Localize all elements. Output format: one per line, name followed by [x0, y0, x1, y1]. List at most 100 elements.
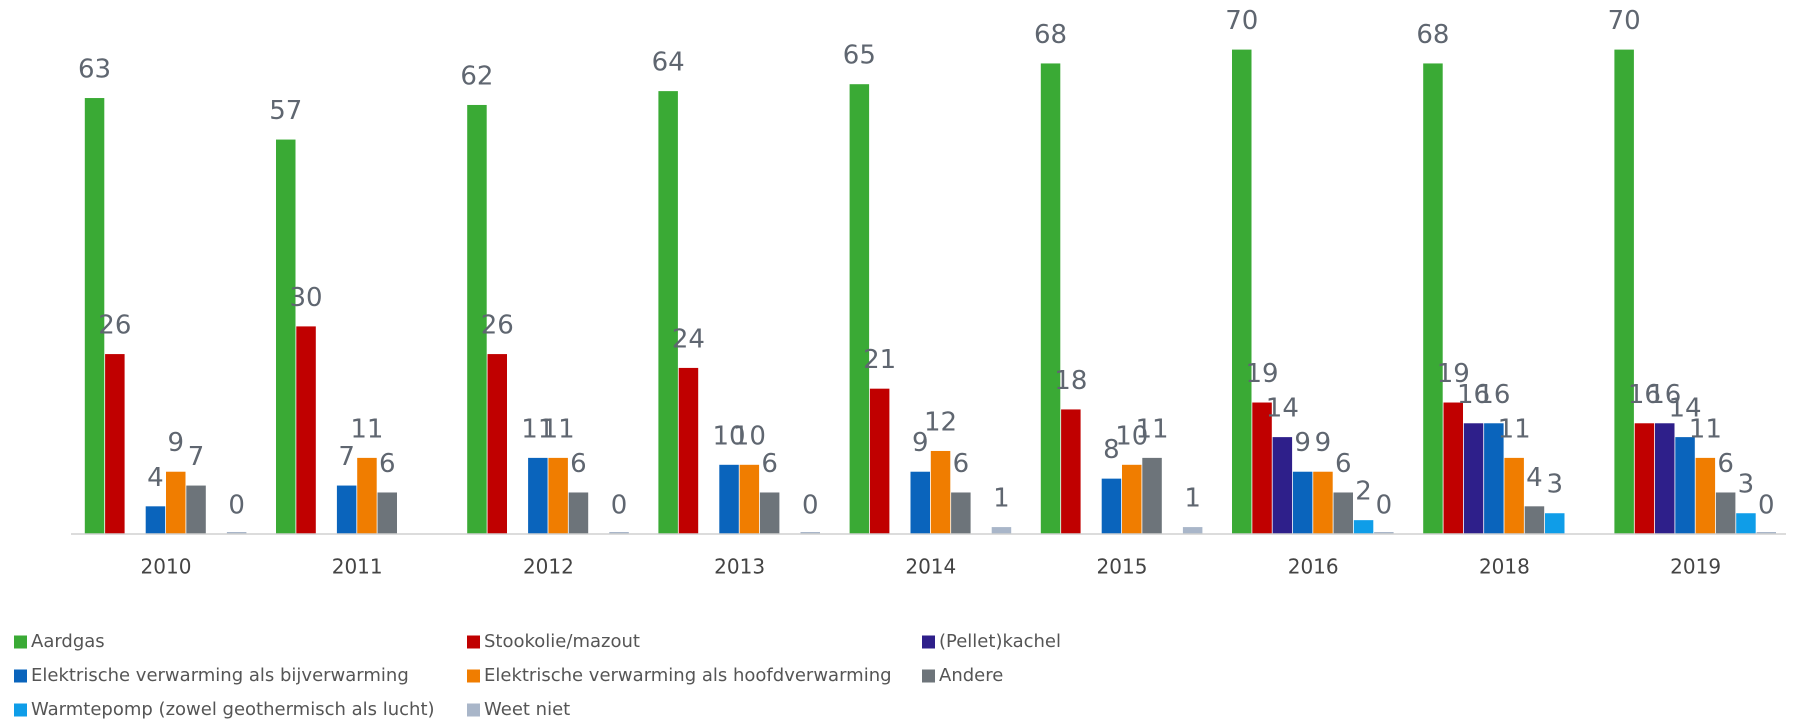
bar: [276, 139, 296, 534]
bar: [1756, 532, 1776, 534]
bar: [1272, 437, 1293, 534]
legend-label: (Pellet)kachel: [939, 631, 1061, 652]
x-tick-label: 2011: [332, 555, 383, 579]
legend-swatch: [467, 669, 480, 683]
value-label: 16: [1628, 380, 1661, 410]
bar: [1423, 63, 1443, 534]
value-label: 4: [147, 463, 164, 493]
value-label: 65: [843, 41, 876, 71]
bar: [1634, 423, 1655, 534]
bar: [1463, 423, 1484, 534]
bar: [377, 492, 397, 534]
bar: [84, 98, 105, 534]
value-label: 24: [672, 324, 705, 354]
value-label: 11: [542, 414, 575, 444]
value-label: 26: [481, 311, 514, 341]
bar: [1122, 464, 1142, 534]
value-label: 0: [611, 491, 628, 521]
bar: [336, 485, 357, 534]
value-label: 21: [863, 345, 896, 375]
bar: [1504, 457, 1524, 534]
bar: [930, 450, 951, 534]
legend-swatch: [922, 669, 935, 683]
x-tick-label: 2016: [1288, 555, 1339, 579]
value-label: 8: [1103, 435, 1120, 465]
value-label: 63: [78, 55, 111, 85]
value-label: 70: [1225, 6, 1258, 36]
value-label: 0: [1376, 491, 1393, 521]
bar: [548, 457, 568, 534]
bar: [487, 354, 507, 534]
legend-label: Stookolie/mazout: [484, 631, 640, 652]
value-label: 26: [98, 311, 131, 341]
bar: [1333, 492, 1353, 534]
legend-label: Weet niet: [484, 699, 570, 720]
legend-label: Elektrische verwarming als bijverwarming: [31, 665, 409, 686]
bar: [1695, 457, 1716, 534]
value-label: 11: [1136, 414, 1169, 444]
value-label: 14: [1669, 394, 1702, 424]
bar: [528, 457, 548, 534]
value-label: 16: [1648, 380, 1681, 410]
value-label: 6: [379, 449, 396, 479]
bar: [1292, 471, 1313, 534]
x-tick-label: 2014: [905, 555, 956, 579]
value-label: 6: [1335, 449, 1352, 479]
legend-swatch: [922, 635, 935, 649]
bar: [910, 471, 930, 534]
bar: [1374, 532, 1394, 534]
value-label: 19: [1437, 359, 1470, 389]
value-label: 9: [1315, 428, 1332, 458]
value-label: 16: [1477, 380, 1510, 410]
value-label: 57: [269, 96, 302, 126]
bar: [1655, 423, 1675, 534]
bar: [1736, 513, 1756, 534]
bar: [678, 367, 699, 534]
value-label: 7: [188, 442, 205, 472]
value-label: 2: [1355, 477, 1372, 507]
value-label: 19: [1246, 359, 1279, 389]
value-label: 1: [993, 484, 1010, 514]
x-tick-label: 2010: [141, 555, 192, 579]
legend-label: Elektrische verwarming als hoofdverwarmi…: [484, 665, 892, 686]
value-label: 10: [733, 421, 766, 451]
value-label: 7: [338, 442, 355, 472]
value-label: 9: [167, 428, 184, 458]
bar: [296, 326, 316, 534]
x-tick-label: 2019: [1670, 555, 1721, 579]
value-label: 0: [228, 491, 245, 521]
legend-swatch: [467, 703, 480, 717]
value-label: 30: [290, 283, 323, 313]
value-label: 9: [912, 428, 929, 458]
legend-swatch: [14, 669, 27, 683]
value-label: 18: [1054, 366, 1087, 396]
bar: [1614, 49, 1634, 534]
value-label: 3: [1738, 470, 1755, 500]
value-label: 0: [802, 491, 819, 521]
x-tick-label: 2012: [523, 555, 574, 579]
bar: [1443, 402, 1463, 534]
value-label: 70: [1608, 6, 1641, 36]
bar: [226, 532, 247, 534]
value-label: 6: [761, 449, 778, 479]
value-label: 62: [460, 61, 493, 91]
value-label: 11: [1498, 414, 1531, 444]
bar: [719, 464, 739, 534]
x-tick-label: 2013: [714, 555, 765, 579]
bar: [1545, 513, 1565, 534]
bar: [1182, 527, 1203, 534]
x-tick-label: 2018: [1479, 555, 1530, 579]
legend-swatch: [14, 703, 27, 717]
bar: [1353, 520, 1374, 534]
bar: [658, 91, 678, 535]
bar: [951, 492, 971, 534]
legend-label: Aardgas: [31, 631, 105, 652]
value-label: 1: [1184, 484, 1201, 514]
bar: [1101, 478, 1122, 534]
value-label: 11: [521, 414, 554, 444]
legend-label: Andere: [939, 665, 1003, 686]
bar: [1484, 423, 1504, 534]
bar: [1715, 492, 1736, 534]
bar: [145, 506, 166, 534]
